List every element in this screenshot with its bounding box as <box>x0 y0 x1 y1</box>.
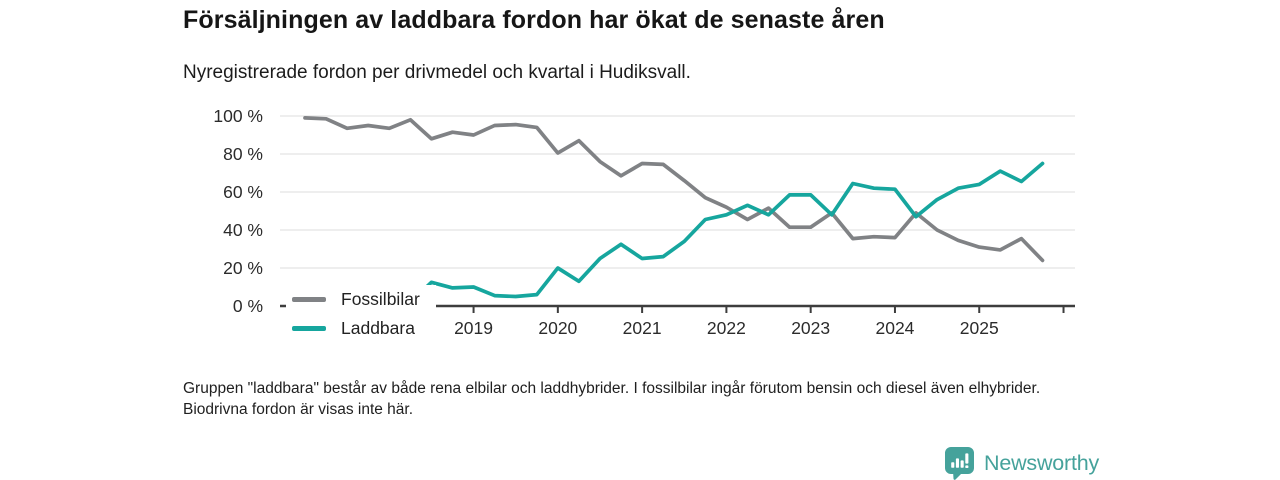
chart-area: 0 %20 %40 %60 %80 %100 %2017201820192020… <box>0 100 1280 360</box>
x-tick-label: 2023 <box>791 318 830 338</box>
page-title: Försäljningen av laddbara fordon har öka… <box>183 6 885 34</box>
series-line-laddbara <box>303 161 1045 306</box>
x-tick-label: 2021 <box>623 318 662 338</box>
legend-label: Laddbara <box>341 317 415 338</box>
chart-legend: Fossilbilar Laddbara <box>286 285 436 344</box>
series-line-fossilbilar <box>303 116 1045 263</box>
legend-item-laddbara: Laddbara <box>292 317 420 339</box>
fossilbilar-line-swatch <box>292 296 326 302</box>
y-tick-label: 100 % <box>213 106 263 126</box>
newsworthy-pin-barchart-icon <box>945 447 974 480</box>
legend-item-fossilbilar: Fossilbilar <box>292 288 420 310</box>
y-tick-label: 60 % <box>223 182 263 202</box>
brand-name: Newsworthy <box>984 450 1100 475</box>
y-tick-label: 20 % <box>223 258 263 278</box>
laddbara-line-swatch <box>292 325 326 331</box>
x-tick-label: 2024 <box>875 318 914 338</box>
chart-footnote: Gruppen "laddbara" består av både rena e… <box>183 380 1041 418</box>
chart-subtitle: Nyregistrerade fordon per drivmedel och … <box>183 62 691 83</box>
newsworthy-branding: Newsworthy <box>944 446 1099 480</box>
x-tick-label: 2025 <box>960 318 999 338</box>
y-tick-label: 0 % <box>233 296 263 316</box>
y-tick-label: 80 % <box>223 144 263 164</box>
x-tick-label: 2022 <box>707 318 746 338</box>
y-tick-label: 40 % <box>223 220 263 240</box>
x-tick-label: 2019 <box>454 318 493 338</box>
legend-label: Fossilbilar <box>341 288 420 309</box>
x-tick-label: 2020 <box>538 318 577 338</box>
chart-canvas: 0 %20 %40 %60 %80 %100 %2017201820192020… <box>213 106 1075 338</box>
